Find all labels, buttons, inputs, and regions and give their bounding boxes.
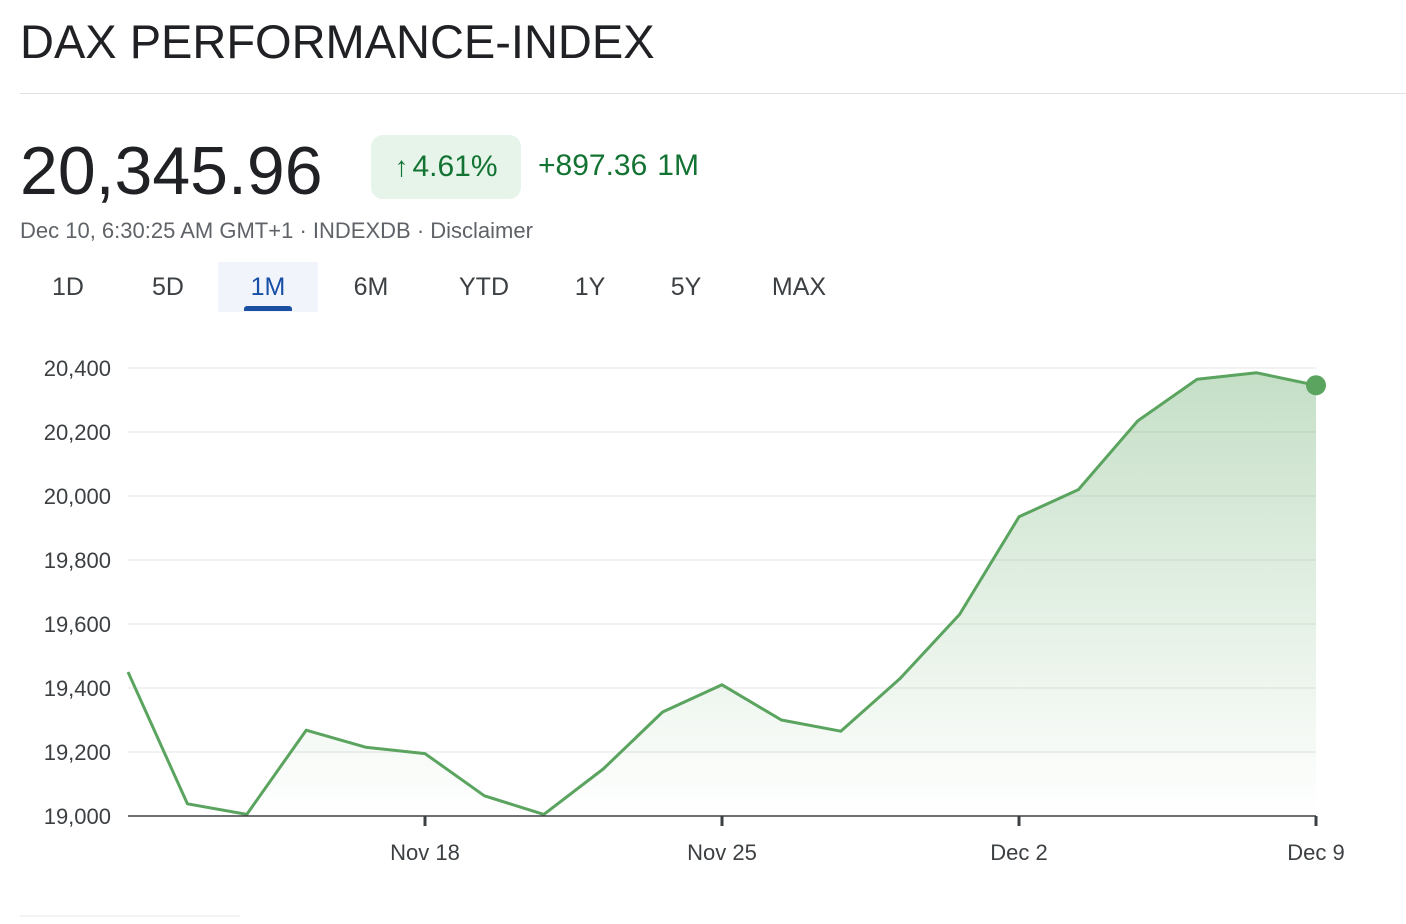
x-tick-label: Nov 18 bbox=[390, 840, 460, 865]
tab-ytd[interactable]: YTD bbox=[459, 272, 509, 301]
price-chart[interactable]: 19,000 19,200 19,400 19,600 19,800 20,000 20,2… bbox=[0, 330, 1406, 890]
x-tick-label: Dec 2 bbox=[990, 840, 1047, 865]
y-tick-label: 19,000 bbox=[44, 804, 111, 829]
absolute-change-value: +897.36 bbox=[538, 149, 648, 182]
meta-separator: · bbox=[299, 218, 307, 243]
range-tabs: 1D 5D 1M 6M YTD 1Y 5Y MAX bbox=[18, 262, 862, 312]
tab-5y[interactable]: 5Y bbox=[670, 272, 702, 301]
absolute-change: +897.36 1M bbox=[538, 149, 699, 183]
tab-1y[interactable]: 1Y bbox=[574, 272, 606, 301]
tab-5d[interactable]: 5D bbox=[152, 272, 184, 301]
price-line bbox=[126, 371, 1317, 816]
tab-max[interactable]: MAX bbox=[771, 272, 827, 301]
y-tick-label: 20,400 bbox=[44, 356, 111, 381]
page-title: DAX PERFORMANCE-INDEX bbox=[20, 15, 655, 68]
current-price-dot bbox=[1306, 375, 1326, 396]
y-axis-labels: 19,000 19,200 19,400 19,600 19,800 20,000 20,2… bbox=[44, 356, 111, 829]
tab-1m[interactable]: 1M bbox=[218, 262, 318, 312]
x-tick-label: Dec 9 bbox=[1287, 840, 1344, 865]
tab-1d[interactable]: 1D bbox=[52, 272, 84, 301]
meta-separator: · bbox=[416, 218, 425, 243]
change-period: 1M bbox=[657, 149, 699, 182]
data-source: INDEXDB bbox=[312, 218, 411, 243]
y-tick-label: 19,400 bbox=[44, 676, 111, 701]
x-tick-label: Nov 25 bbox=[687, 840, 757, 865]
y-tick-label: 19,800 bbox=[44, 548, 111, 573]
timestamp: Dec 10, 6:30:25 AM GMT+1 bbox=[20, 218, 294, 243]
header-divider bbox=[20, 93, 1406, 94]
quote-meta: Dec 10, 6:30:25 AM GMT+1 · INDEXDB · Dis… bbox=[20, 218, 533, 244]
tab-6m[interactable]: 6M bbox=[353, 272, 389, 301]
x-axis: Nov 18 Nov 25 Dec 2 Dec 9 bbox=[128, 815, 1345, 865]
current-price: 20,345.96 bbox=[20, 133, 323, 209]
price-area-fill bbox=[246, 372, 1316, 816]
y-tick-label: 19,600 bbox=[44, 612, 111, 637]
y-tick-label: 20,200 bbox=[44, 420, 111, 445]
y-tick-label: 19,200 bbox=[44, 740, 111, 765]
y-tick-label: 20,000 bbox=[44, 484, 111, 509]
grid-lines bbox=[128, 367, 1316, 753]
disclaimer-link[interactable]: Disclaimer bbox=[430, 218, 533, 243]
percent-change-badge: ↑ 4.61% bbox=[371, 135, 521, 199]
footer-divider bbox=[20, 915, 240, 917]
percent-change-value: 4.61% bbox=[412, 150, 498, 183]
arrow-up-icon: ↑ bbox=[394, 151, 409, 182]
